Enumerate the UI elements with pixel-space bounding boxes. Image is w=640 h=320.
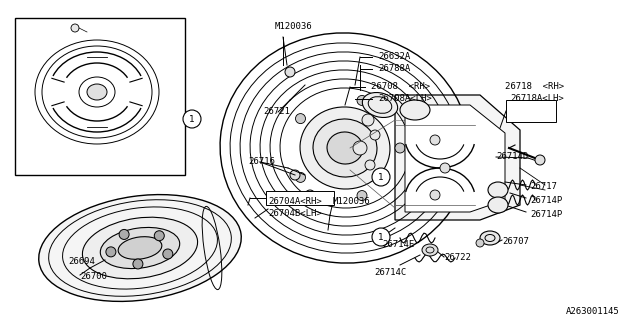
Circle shape [372,168,390,186]
Circle shape [163,249,173,259]
Text: 26708  <RH>: 26708 <RH> [371,82,430,91]
Ellipse shape [313,119,377,177]
Text: 26694: 26694 [68,257,95,266]
Ellipse shape [118,237,162,259]
Circle shape [285,67,295,77]
Ellipse shape [83,217,198,279]
Text: 26718  <RH>: 26718 <RH> [505,82,564,91]
Polygon shape [395,95,520,220]
Circle shape [353,141,367,155]
Ellipse shape [400,100,430,120]
Circle shape [535,155,545,165]
Circle shape [154,231,164,241]
Circle shape [430,190,440,200]
Text: 26714C: 26714C [374,268,406,277]
Ellipse shape [362,92,397,117]
Text: 26704B<LH>: 26704B<LH> [268,209,322,218]
Ellipse shape [488,182,508,198]
Ellipse shape [480,231,500,245]
Ellipse shape [422,244,438,256]
Ellipse shape [488,197,508,213]
Text: 26704A<RH>: 26704A<RH> [268,197,322,206]
Circle shape [440,163,450,173]
Text: 26708A<LH>: 26708A<LH> [378,94,432,103]
FancyBboxPatch shape [266,191,334,205]
Circle shape [357,95,367,106]
Ellipse shape [327,132,363,164]
Circle shape [430,135,440,145]
Text: 26717: 26717 [530,182,557,191]
Ellipse shape [39,195,241,301]
Ellipse shape [87,84,107,100]
Ellipse shape [300,107,390,189]
Text: 1: 1 [378,172,384,181]
Text: 1: 1 [378,233,384,242]
Text: 26721: 26721 [263,107,290,116]
Circle shape [290,170,300,180]
Circle shape [476,239,484,247]
Circle shape [357,190,367,201]
Circle shape [71,24,79,32]
Polygon shape [405,105,505,212]
Circle shape [119,229,129,239]
Text: 26632A: 26632A [378,52,410,61]
Text: 26700: 26700 [80,272,107,281]
Circle shape [305,190,315,200]
Text: 1: 1 [189,115,195,124]
Text: 26714P: 26714P [530,196,563,205]
Ellipse shape [100,228,180,268]
Circle shape [370,130,380,140]
Circle shape [372,228,390,246]
Text: 26714E: 26714E [382,240,414,249]
Circle shape [133,259,143,269]
Text: 26714D: 26714D [496,152,528,161]
Circle shape [183,110,201,128]
Text: 26716: 26716 [248,157,275,166]
Text: 26714P: 26714P [530,210,563,219]
Text: 26707: 26707 [502,237,529,246]
Circle shape [395,143,405,153]
Text: 26788A: 26788A [378,64,410,73]
Circle shape [365,160,375,170]
Text: M120036: M120036 [275,22,312,31]
Text: 26718A<LH>: 26718A<LH> [510,94,564,103]
Bar [15,18,185,175]
Text: M120036: M120036 [333,197,371,206]
Circle shape [296,172,305,182]
Bar [506,100,556,122]
Circle shape [362,114,374,126]
Circle shape [296,114,305,124]
Text: 26722: 26722 [444,253,471,262]
Circle shape [106,247,116,257]
Text: A263001145: A263001145 [566,307,620,316]
